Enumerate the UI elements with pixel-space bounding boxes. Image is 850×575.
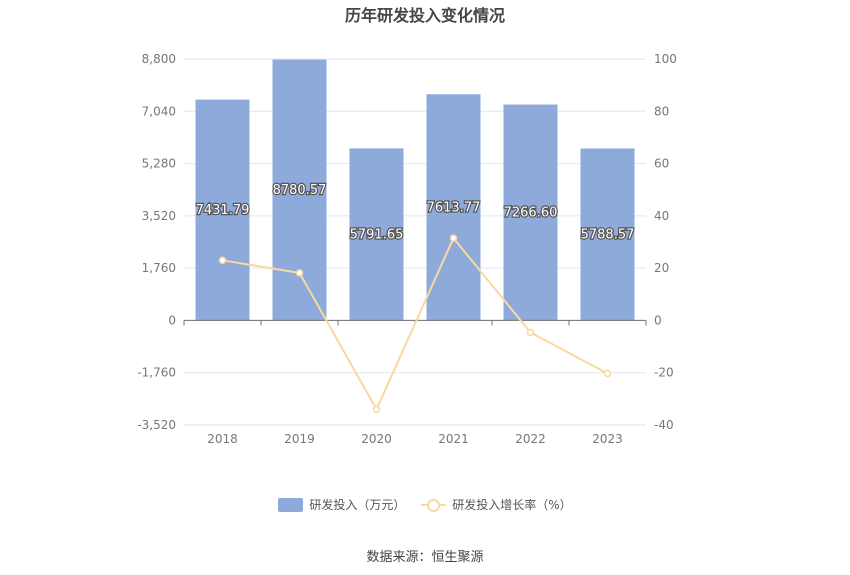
bar xyxy=(349,148,404,321)
bar xyxy=(426,94,481,321)
y-left-tick-label: -1,760 xyxy=(137,366,176,380)
chart-area: 8,800 7,040 5,280 3,520 1,760 0 -1,760 -3,520 10… xyxy=(137,52,677,446)
y-left-tick-label: 0 xyxy=(168,313,176,327)
y-left-tick-label: 5,280 xyxy=(142,157,176,171)
chart-title: 历年研发投入变化情况 xyxy=(344,6,505,25)
source-note: 数据来源：恒生聚源 xyxy=(366,550,484,565)
y-right-tick-label: 80 xyxy=(654,104,669,118)
growth-point xyxy=(526,328,535,337)
growth-point xyxy=(449,234,458,242)
legend-label-bar: 研发投入（万元） xyxy=(309,498,406,512)
bar xyxy=(272,59,327,321)
growth-point xyxy=(372,405,381,414)
bar-value-label: 8780.57 xyxy=(273,183,327,198)
y-right-tick-label: 20 xyxy=(654,261,669,275)
y-right-tick-label: -20 xyxy=(654,366,674,380)
y-left-tick-label: 7,040 xyxy=(142,104,176,118)
growth-point xyxy=(603,369,612,378)
y-left-tick-label: 8,800 xyxy=(142,52,176,66)
y-left-tick-label: 3,520 xyxy=(142,209,176,223)
x-tick-label: 2019 xyxy=(284,432,315,446)
growth-point xyxy=(295,269,304,277)
growth-point xyxy=(218,256,227,265)
x-tick-label: 2021 xyxy=(438,432,469,446)
bar-value-label: 5791.65 xyxy=(350,227,404,242)
legend-item-bar[interactable]: 研发投入（万元） xyxy=(278,496,405,513)
legend-line-swatch xyxy=(421,498,447,512)
x-tick-label: 2020 xyxy=(361,432,392,446)
x-tick-label: 2018 xyxy=(207,432,238,446)
x-tick-label: 2023 xyxy=(592,432,623,446)
y-right-tick-label: 40 xyxy=(654,209,669,223)
legend-bar-swatch xyxy=(278,497,304,512)
y-right-tick-label: -40 xyxy=(654,418,674,432)
legend: 研发投入（万元） 研发投入增长率（%） xyxy=(0,496,850,515)
bar xyxy=(503,104,558,321)
growth-line xyxy=(222,236,608,412)
bar xyxy=(580,148,635,321)
y-left-tick-label: -3,520 xyxy=(137,418,176,432)
y-right-tick-label: 100 xyxy=(654,52,677,66)
bar-value-label: 7266.60 xyxy=(504,205,558,220)
bar-value-label: 7613.77 xyxy=(427,200,481,215)
y-right-tick-label: 0 xyxy=(654,313,662,327)
y-left-tick-label: 1,760 xyxy=(142,261,176,275)
bar-value-label: 7431.79 xyxy=(196,203,250,218)
x-tick-label: 2022 xyxy=(515,432,546,446)
bar-value-label: 5788.57 xyxy=(581,227,635,242)
legend-item-line[interactable]: 研发投入增长率（%） xyxy=(421,496,572,513)
legend-label-line: 研发投入增长率（%） xyxy=(452,498,572,512)
y-right-tick-label: 60 xyxy=(654,157,669,171)
bar xyxy=(195,99,250,321)
